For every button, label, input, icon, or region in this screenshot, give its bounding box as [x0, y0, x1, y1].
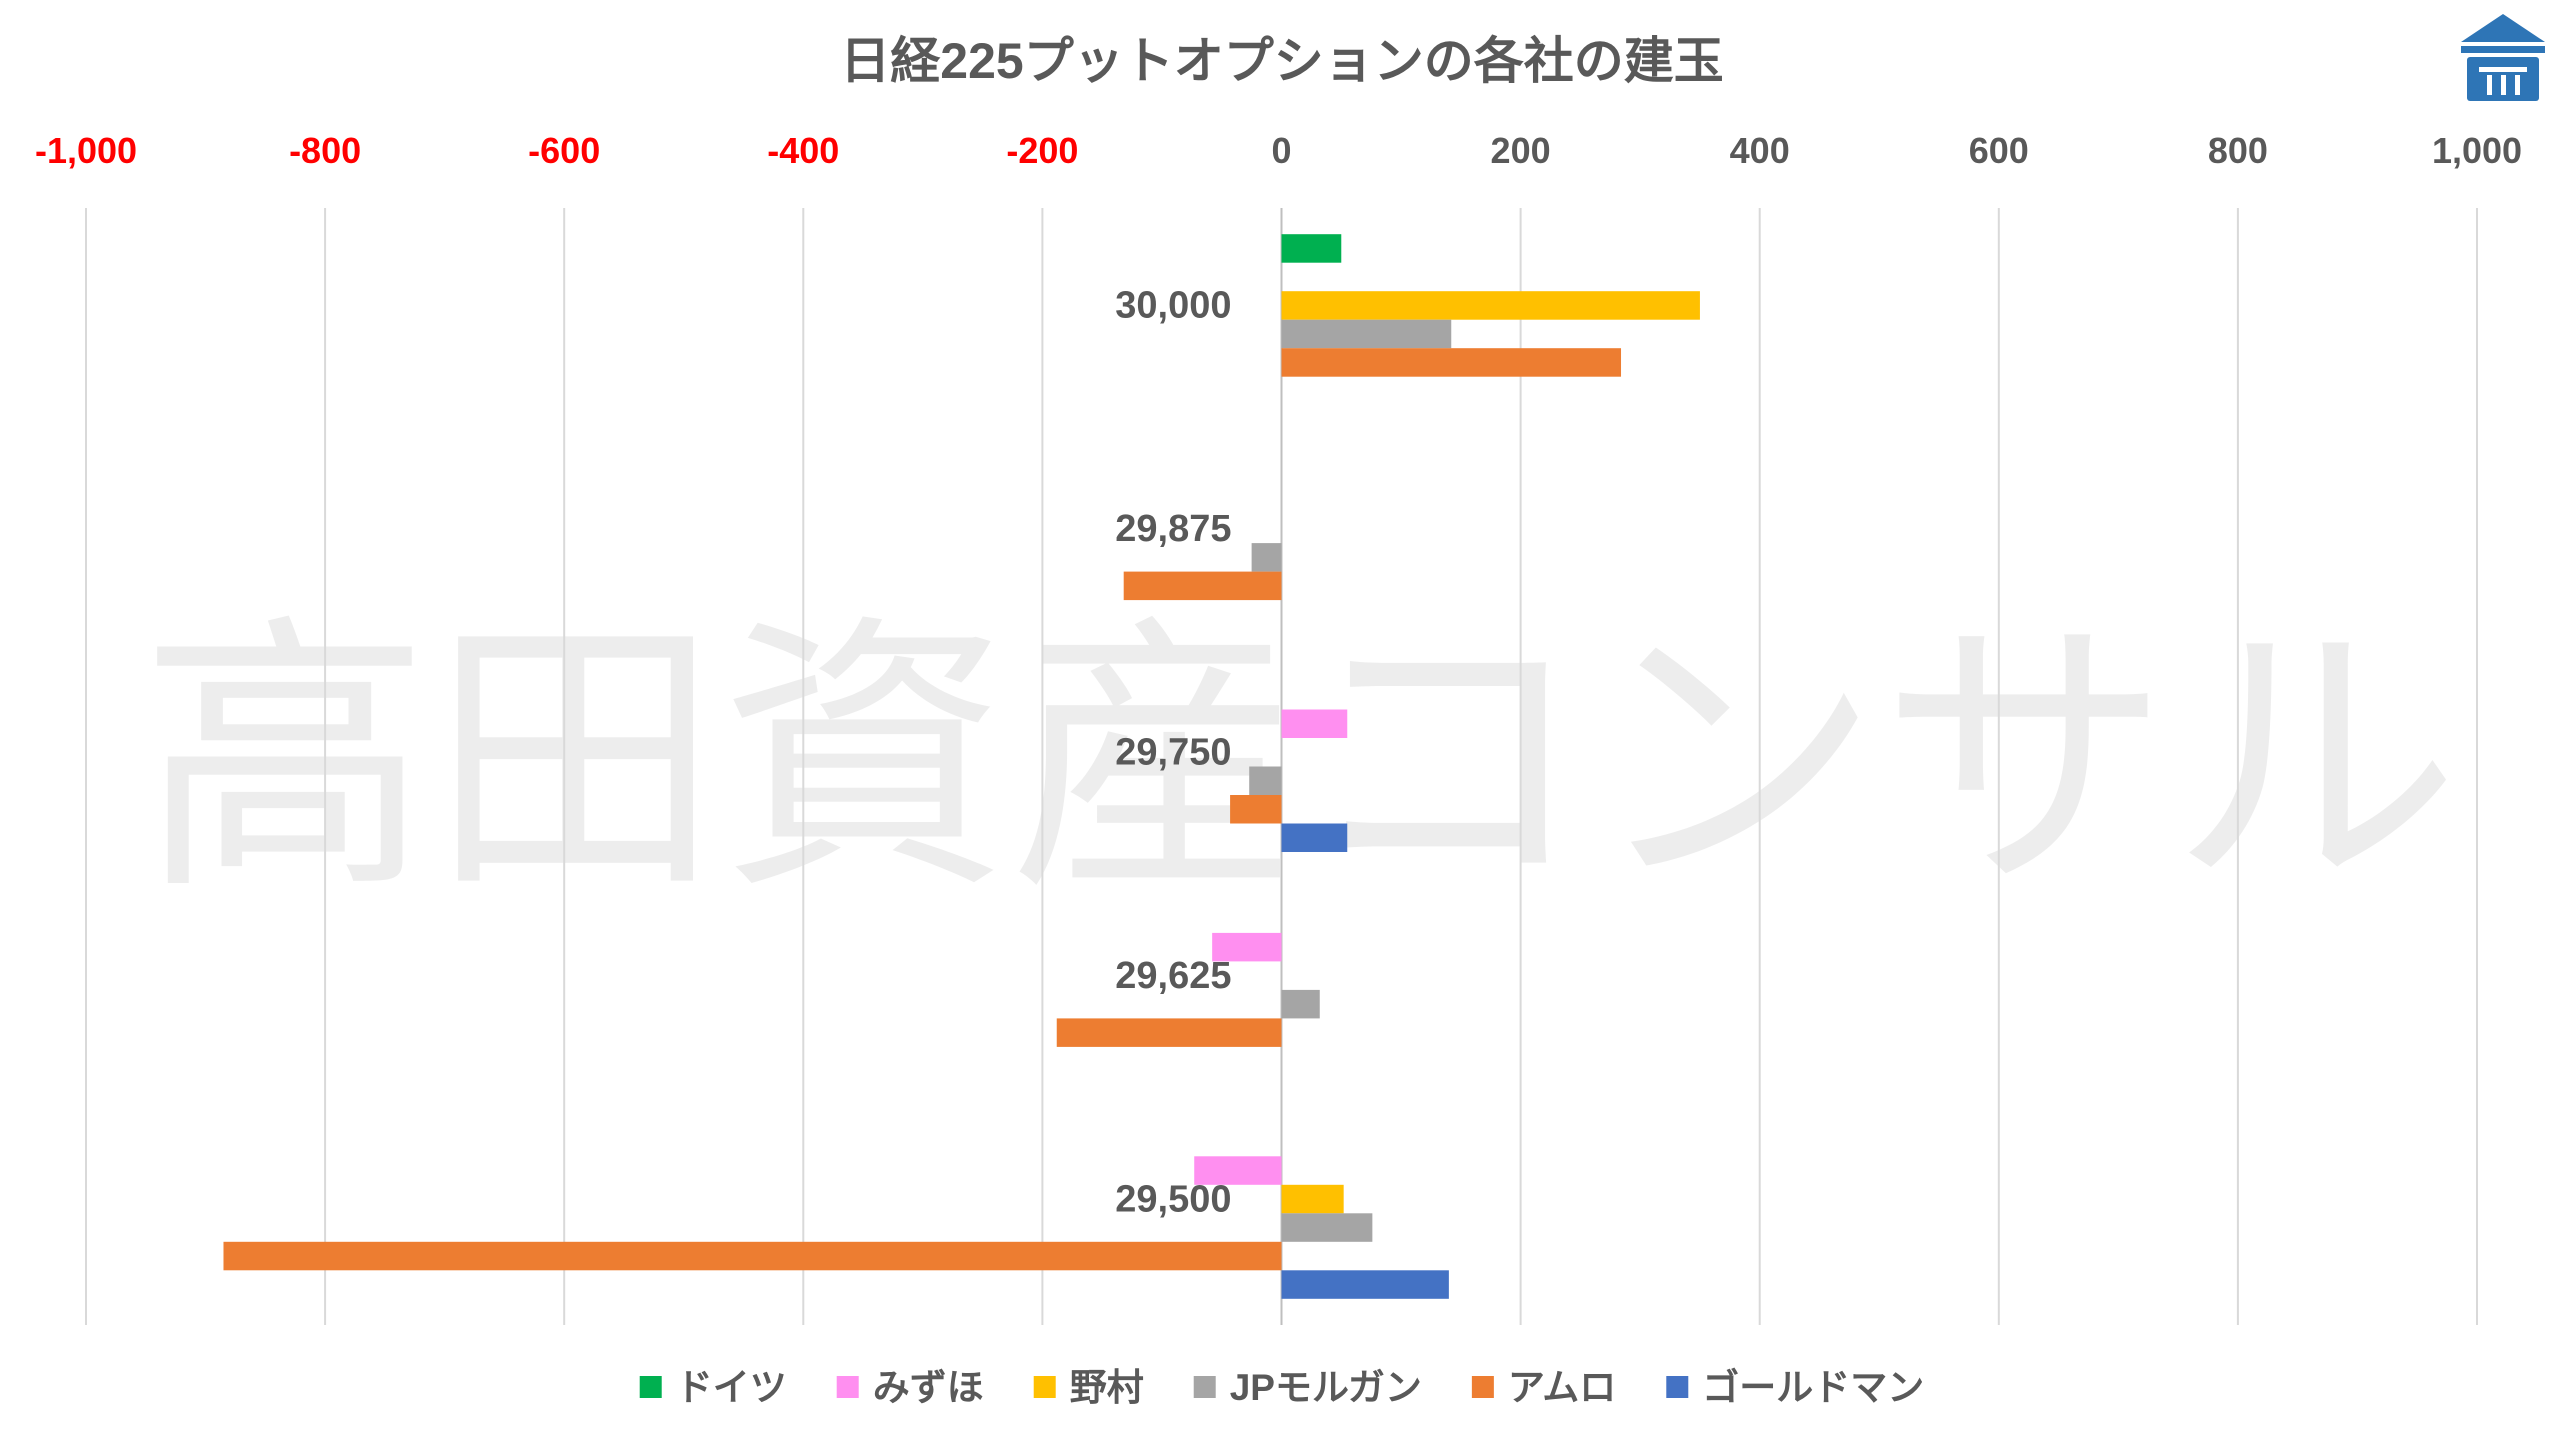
chart-title: 日経225プットオプションの各社の建玉: [840, 33, 1723, 89]
legend-label: ドイツ: [676, 1367, 787, 1408]
x-tick-label: 0: [1271, 130, 1291, 171]
bar: [1251, 543, 1282, 572]
x-tick-label: -600: [528, 130, 600, 171]
legend-swatch: [1033, 1376, 1056, 1398]
legend-label: ゴールドマン: [1702, 1366, 1924, 1408]
gridlines: [85, 208, 2478, 1325]
x-tick-label: 600: [1969, 130, 2029, 171]
bar: [1281, 234, 1342, 263]
x-tick-label: 200: [1491, 130, 1551, 171]
x-tick-label: 1,000: [2432, 130, 2522, 171]
bar: [1230, 795, 1282, 824]
legend-label: 野村: [1070, 1367, 1144, 1408]
bar: [1281, 1213, 1373, 1242]
legend-swatch: [836, 1376, 859, 1398]
legend-label: JPモルガン: [1230, 1367, 1422, 1408]
category-label: 29,500: [1115, 1178, 1231, 1220]
category-label: 30,000: [1115, 285, 1231, 327]
category-label: 29,750: [1115, 732, 1231, 774]
bar: [1194, 1156, 1282, 1185]
bar: [1281, 1270, 1449, 1299]
bar: [1212, 932, 1282, 962]
legend: ドイツ みずほ 野村 JPモルガン アムロ ゴールドマン: [639, 1366, 1924, 1408]
legend-swatch: [1666, 1376, 1689, 1398]
legend-swatch: [1471, 1376, 1494, 1398]
bar: [223, 1241, 1282, 1271]
x-tick-label: -200: [1006, 130, 1078, 171]
x-tick-label: 400: [1730, 130, 1790, 171]
x-tick-label: 800: [2208, 130, 2268, 171]
bar: [1281, 709, 1348, 738]
bar: [1249, 766, 1282, 795]
x-tick-label: -800: [289, 130, 361, 171]
category-label: 29,625: [1115, 955, 1231, 997]
legend-label: みずほ: [873, 1367, 984, 1408]
bar: [1056, 1018, 1282, 1047]
watermark: 高田資産コンサル: [140, 598, 2460, 922]
bar: [1281, 348, 1622, 377]
building-logo-icon: [2461, 14, 2545, 101]
x-tick-label: -400: [767, 130, 839, 171]
legend-swatch: [1193, 1376, 1216, 1398]
bar: [1281, 1184, 1344, 1214]
logo: [2461, 14, 2545, 101]
legend-label: アムロ: [1508, 1367, 1616, 1408]
bars: [223, 234, 1700, 1299]
bar: [1281, 989, 1320, 1019]
bar: [1281, 319, 1452, 349]
legend-swatch: [639, 1376, 662, 1398]
category-labels: 30,000 29,875 29,750 29,625 29,500: [1115, 285, 1231, 1221]
category-label: 29,875: [1115, 508, 1231, 550]
bar: [1281, 823, 1348, 852]
x-axis-ticks: -1,000 -800 -600 -400 -200 0 200 400 600 800 1,000: [35, 130, 2522, 171]
bar: [1281, 291, 1700, 320]
x-tick-label: -1,000: [35, 130, 137, 171]
bar: [1123, 571, 1282, 601]
